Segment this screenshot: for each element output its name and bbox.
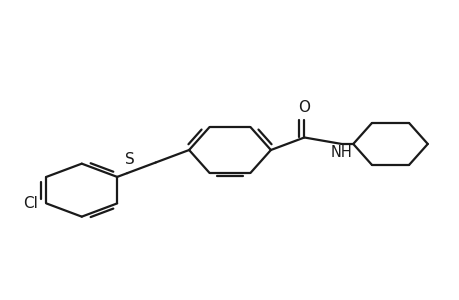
Text: NH: NH: [330, 146, 352, 160]
Text: S: S: [124, 152, 134, 167]
Text: O: O: [298, 100, 310, 115]
Text: Cl: Cl: [23, 196, 38, 211]
